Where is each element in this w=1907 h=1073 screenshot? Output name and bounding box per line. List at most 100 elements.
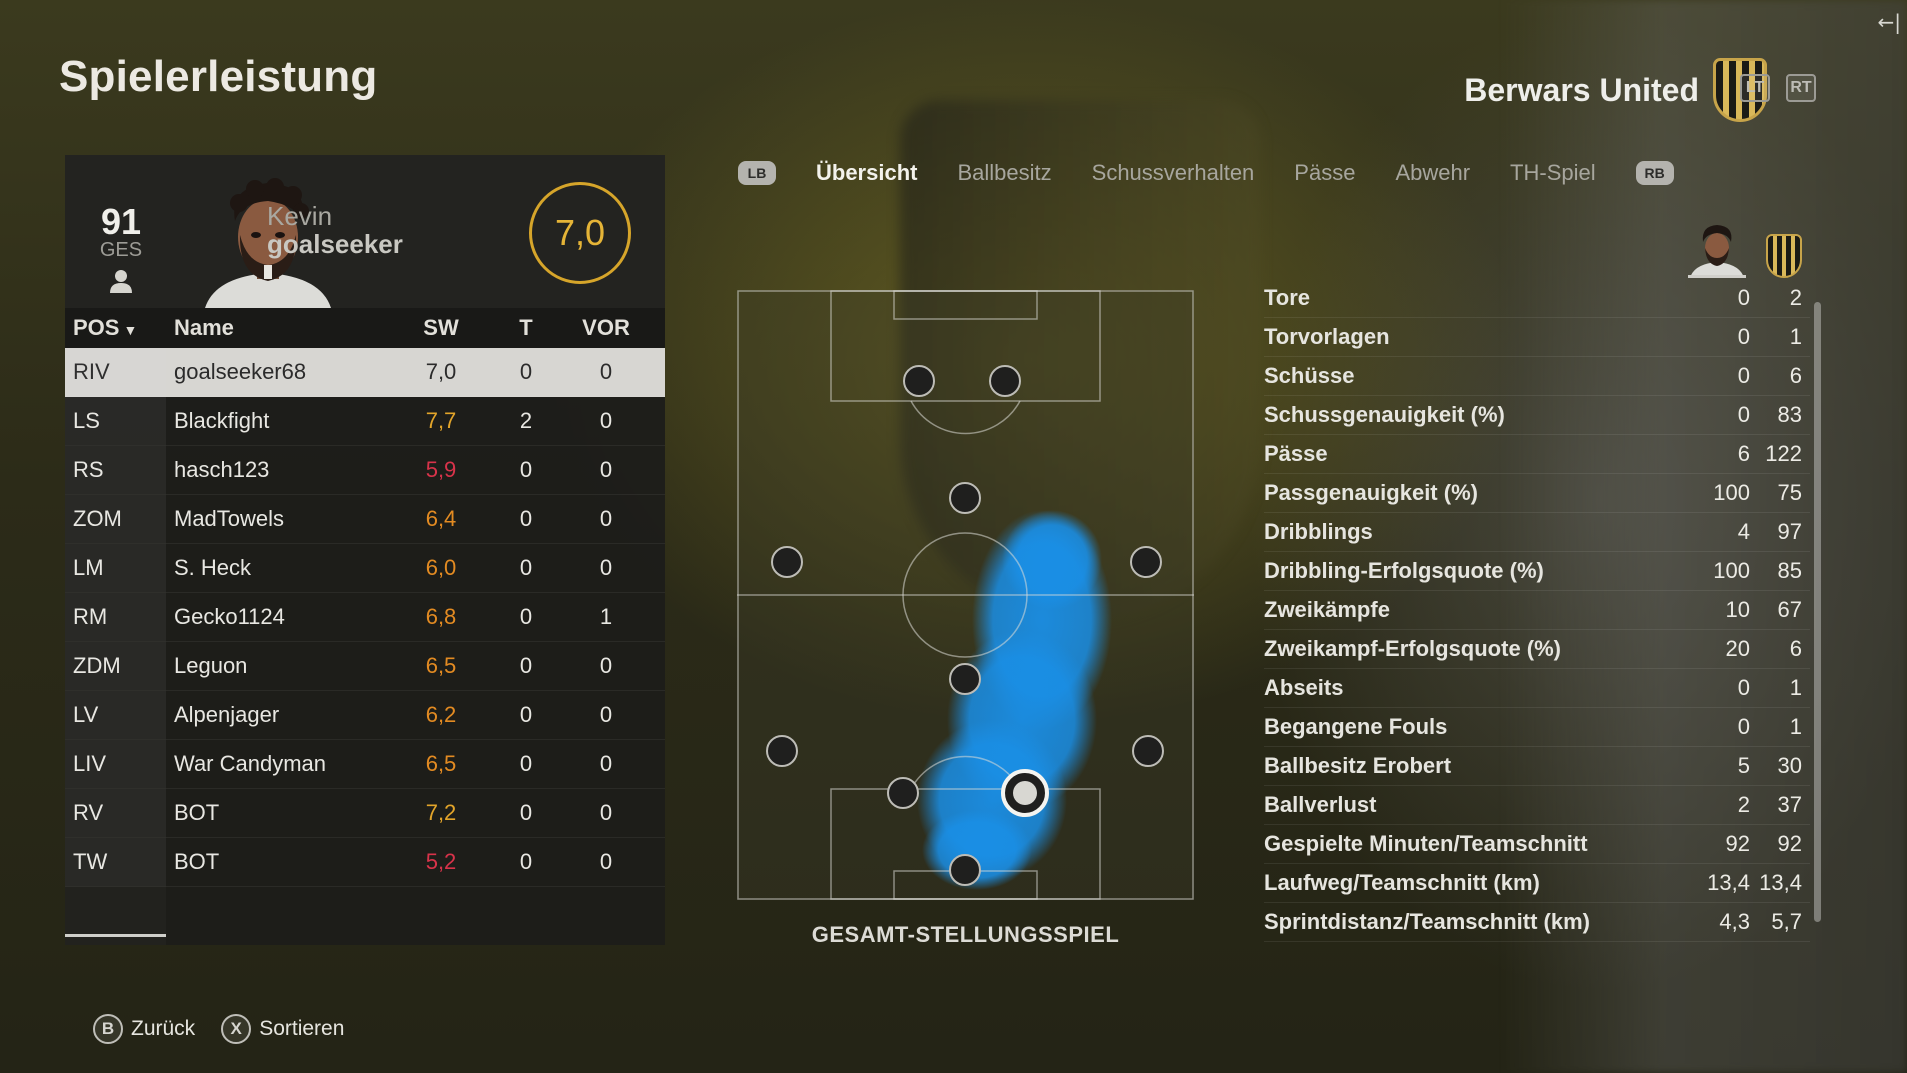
stat-label: Dribbling-Erfolgsquote (%) (1264, 558, 1544, 583)
row-goals: 0 (519, 751, 533, 776)
rt-trigger-icon[interactable]: RT (1786, 74, 1816, 102)
player-list-panel: 91 GES Kevin goalseeker 7,0 (65, 155, 665, 945)
stat-team-value: 92 (1777, 831, 1802, 856)
overall-label: GES (99, 239, 143, 261)
row-name: Blackfight (174, 408, 270, 433)
row-name: hasch123 (174, 457, 270, 482)
row-name: goalseeker68 (174, 359, 307, 384)
tab-p-sse[interactable]: Pässe (1294, 160, 1356, 185)
team-name: Berwars United (1464, 71, 1699, 108)
tab-ballbesitz[interactable]: Ballbesitz (957, 160, 1052, 185)
stat-player-value: 4 (1737, 519, 1750, 544)
sort-down-icon: ▼ (123, 322, 138, 338)
tab-th-spiel[interactable]: TH-Spiel (1510, 160, 1596, 185)
team-mini-crest-icon (1766, 234, 1802, 278)
row-pos: LM (65, 544, 166, 592)
table-row[interactable]: LS Blackfight 7,7 2 0 (65, 397, 665, 446)
stat-player-value: 0 (1737, 324, 1750, 349)
row-rating: 6,5 (425, 751, 457, 776)
tab-schussverhalten[interactable]: Schussverhalten (1091, 160, 1255, 185)
stats-scrollbar[interactable] (1814, 302, 1821, 922)
table-row[interactable]: RV BOT 7,2 0 0 (65, 789, 665, 838)
stat-label: Sprintdistanz/Teamschnitt (km) (1264, 909, 1590, 934)
stat-team-value: 75 (1777, 480, 1802, 505)
player-markers (766, 365, 1164, 886)
tab-list: Übersicht Ballbesitz Schussverhalten Pässe A… (816, 160, 1596, 186)
row-name: MadTowels (174, 506, 285, 531)
stat-row: Gespielte Minuten/Teamschnitt 92 92 (1264, 825, 1810, 864)
table-row[interactable]: TW BOT 5,2 0 0 (65, 838, 665, 887)
stats-table: Tore 0 2 Torvorlagen 0 1 Schüsse 0 6 Schussgenaui… (1264, 279, 1810, 942)
row-assists: 0 (599, 457, 613, 482)
header-pos[interactable]: POS ▼ (65, 315, 166, 341)
row-rating: 6,5 (425, 653, 457, 678)
player-table-body: RIV goalseeker68 7,0 0 0 LS Blackfight 7,7 2 0 RS h… (65, 348, 665, 887)
button-hints: B Zurück X Sortieren (93, 1014, 344, 1044)
table-row[interactable]: LV Alpenjager 6,2 0 0 (65, 691, 665, 740)
row-rating: 6,4 (425, 506, 457, 531)
stat-team-value: 1 (1789, 324, 1802, 349)
header-sw[interactable]: SW (423, 315, 459, 340)
stat-team-value: 1 (1789, 675, 1802, 700)
stat-label: Zweikämpfe (1264, 597, 1390, 622)
stat-row: Dribbling-Erfolgsquote (%) 100 85 (1264, 552, 1810, 591)
back-hint[interactable]: B Zurück (93, 1014, 195, 1044)
stat-row: Ballverlust 2 37 (1264, 786, 1810, 825)
header-name[interactable]: Name (174, 315, 234, 340)
row-rating: 5,9 (425, 457, 457, 482)
stat-player-value: 100 (1713, 558, 1750, 583)
lb-bumper-icon[interactable]: LB (738, 161, 776, 185)
player-mini-avatar-icon (1688, 222, 1746, 278)
lt-trigger-icon[interactable]: LT (1740, 74, 1770, 102)
row-rating: 6,2 (425, 702, 457, 727)
stat-team-value: 97 (1777, 519, 1802, 544)
row-rating: 6,0 (425, 555, 457, 580)
row-goals: 2 (519, 408, 533, 433)
background-player-figure (1500, 0, 1907, 1073)
player-last-name: goalseeker (267, 229, 403, 259)
row-goals: 0 (519, 849, 533, 874)
table-row[interactable]: ZDM Leguon 6,5 0 0 (65, 642, 665, 691)
row-pos: LV (65, 691, 166, 739)
table-row[interactable]: RS hasch123 5,9 0 0 (65, 446, 665, 495)
exit-icon[interactable]: ←| (1877, 10, 1902, 34)
stat-label: Schüsse (1264, 363, 1355, 388)
position-heatmap-pitch (737, 290, 1194, 900)
stat-player-value: 6 (1737, 441, 1750, 466)
row-pos: ZOM (65, 495, 166, 543)
row-assists: 0 (599, 849, 613, 874)
rb-bumper-icon[interactable]: RB (1635, 161, 1674, 185)
table-row[interactable]: RIV goalseeker68 7,0 0 0 (65, 348, 665, 397)
stat-label: Begangene Fouls (1264, 714, 1448, 739)
row-name: S. Heck (174, 555, 252, 580)
row-name: Gecko1124 (174, 604, 285, 629)
row-pos: RM (65, 593, 166, 641)
row-rating: 7,7 (425, 408, 457, 433)
stat-player-value: 20 (1725, 636, 1750, 661)
stat-label: Torvorlagen (1264, 324, 1390, 349)
header-t[interactable]: T (519, 315, 533, 340)
stat-player-value: 5 (1737, 753, 1750, 778)
row-name: BOT (174, 800, 220, 825)
row-rating: 7,2 (425, 800, 457, 825)
row-assists: 0 (599, 555, 613, 580)
stat-row: Zweikämpfe 10 67 (1264, 591, 1810, 630)
header-vor[interactable]: VOR (582, 315, 630, 340)
player-header: 91 GES Kevin goalseeker 7,0 (65, 155, 665, 308)
tab-abwehr[interactable]: Abwehr (1395, 160, 1471, 185)
table-row[interactable]: LIV War Candyman 6,5 0 0 (65, 740, 665, 789)
row-pos: RV (65, 789, 166, 837)
player-first-name: Kevin (267, 201, 333, 231)
pitch-caption: GESAMT-STELLUNGSSPIEL (811, 922, 1120, 947)
sort-hint[interactable]: X Sortieren (221, 1014, 344, 1044)
table-row[interactable]: RM Gecko1124 6,8 0 1 (65, 593, 665, 642)
row-name: Leguon (174, 653, 248, 678)
stat-player-value: 0 (1737, 714, 1750, 739)
row-pos: ZDM (65, 642, 166, 690)
stat-team-value: 1 (1789, 714, 1802, 739)
tab--bersicht[interactable]: Übersicht (816, 160, 918, 185)
table-row[interactable]: LM S. Heck 6,0 0 0 (65, 544, 665, 593)
stat-team-value: 5,7 (1771, 909, 1802, 934)
table-row[interactable]: ZOM MadTowels 6,4 0 0 (65, 495, 665, 544)
stat-team-value: 83 (1777, 402, 1802, 427)
